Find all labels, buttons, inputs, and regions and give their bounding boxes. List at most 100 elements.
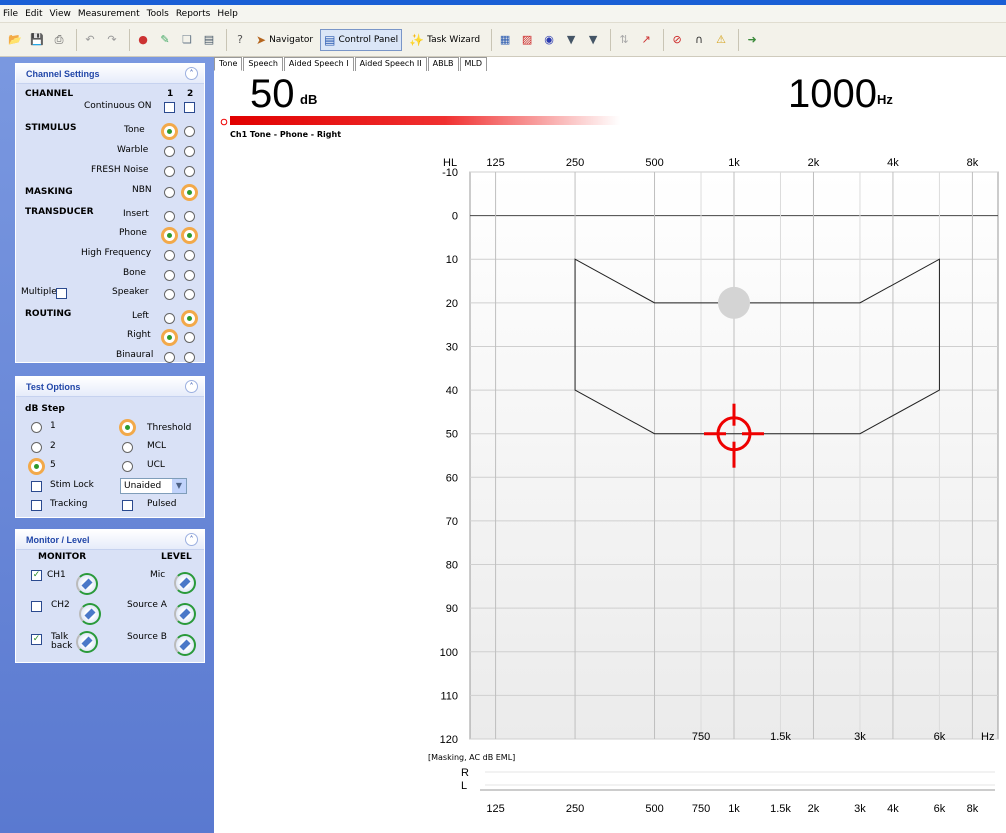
- export-icon[interactable]: ⇅: [619, 33, 629, 46]
- right-ch2-radio[interactable]: [184, 332, 195, 343]
- symbols-dropdown-icon[interactable]: ▼: [566, 33, 576, 46]
- pulsed-label: Pulsed: [147, 499, 177, 509]
- tracking-checkbox[interactable]: [31, 500, 42, 511]
- phone-ch1-radio[interactable]: [164, 230, 175, 241]
- menu-tools[interactable]: Tools: [146, 8, 169, 19]
- tab-mld[interactable]: MLD: [459, 57, 488, 71]
- collapse-icon[interactable]: ˄: [185, 533, 198, 546]
- menu-measurement[interactable]: Measurement: [77, 8, 140, 19]
- aided-select[interactable]: Unaided ▼: [120, 478, 187, 494]
- tick-label-top: 125: [486, 157, 504, 169]
- exit-icon[interactable]: ➜: [747, 33, 757, 46]
- step-5-radio[interactable]: [31, 461, 42, 472]
- masking-rows: RL: [461, 767, 995, 792]
- nbn-ch2-radio[interactable]: [184, 187, 195, 198]
- source-b-level-knob[interactable]: [174, 634, 196, 656]
- pulsed-checkbox[interactable]: [122, 500, 133, 511]
- chevron-down-icon[interactable]: ▼: [172, 479, 186, 493]
- fresh-noise-ch2-radio[interactable]: [184, 166, 195, 177]
- audiogram-chart[interactable]: HL 125 250 500 1k 2k 4k 8k -10 0 10 20 30 40 50 60 70 8…: [425, 150, 1005, 825]
- step-2-radio[interactable]: [31, 442, 42, 453]
- mask-icon[interactable]: ◉: [544, 33, 554, 46]
- warble-ch2-radio[interactable]: [184, 146, 195, 157]
- clear-icon[interactable]: ⚠: [716, 33, 727, 46]
- nbn-ch1-radio[interactable]: [164, 187, 175, 198]
- menu-reports[interactable]: Reports: [175, 8, 211, 19]
- left-ch1-radio[interactable]: [164, 313, 175, 324]
- speaker-ch1-radio[interactable]: [164, 289, 175, 300]
- tick-label-y: 90: [446, 603, 458, 615]
- channel-settings-header[interactable]: Channel Settings ˄: [16, 64, 204, 84]
- ch1-monitor-knob[interactable]: [76, 573, 98, 595]
- speaker-ch2-radio[interactable]: [184, 289, 195, 300]
- tab-tone[interactable]: Tone: [214, 57, 243, 71]
- masking-row-label: L: [461, 780, 467, 792]
- ch2-monitor-checkbox[interactable]: [31, 601, 42, 612]
- copy-session-icon[interactable]: ❏: [182, 33, 192, 46]
- stim-lock-checkbox[interactable]: [31, 481, 42, 492]
- continuous-on-ch2-checkbox[interactable]: [184, 102, 195, 113]
- no-response-icon[interactable]: ⊘: [672, 33, 682, 46]
- undo-icon[interactable]: ↶: [85, 33, 95, 46]
- navigator-button[interactable]: ➤ Navigator: [253, 29, 316, 51]
- talk-back-knob[interactable]: [76, 631, 98, 653]
- continuous-on-ch1-checkbox[interactable]: [164, 102, 175, 113]
- headphones-icon[interactable]: ∩: [695, 33, 704, 46]
- ch2-monitor-knob[interactable]: [79, 603, 101, 625]
- bone-ch2-radio[interactable]: [184, 270, 195, 281]
- tab-speech[interactable]: Speech: [243, 57, 283, 71]
- high-frequency-ch1-radio[interactable]: [164, 250, 175, 261]
- ucl-radio[interactable]: [122, 461, 133, 472]
- test-options-header[interactable]: Test Options ˄: [16, 377, 204, 397]
- menu-edit[interactable]: Edit: [25, 8, 43, 19]
- source-a-level-knob[interactable]: [174, 603, 196, 625]
- step-1-label: 1: [50, 421, 56, 431]
- tick-label-bottom: 6k: [934, 731, 946, 743]
- bone-label: Bone: [123, 268, 146, 278]
- edit-session-icon[interactable]: ✎: [160, 33, 170, 46]
- menu-help[interactable]: Help: [217, 8, 238, 19]
- insert-ch2-radio[interactable]: [184, 211, 195, 222]
- tone-ch1-radio[interactable]: [164, 126, 175, 137]
- collapse-icon[interactable]: ˄: [185, 380, 198, 393]
- talk-back-checkbox[interactable]: ✓: [31, 634, 42, 645]
- warble-ch1-radio[interactable]: [164, 146, 175, 157]
- save-icon[interactable]: 💾: [30, 33, 44, 46]
- combined-view-icon[interactable]: ▨: [521, 33, 533, 46]
- collapse-icon[interactable]: ˄: [185, 67, 198, 80]
- tone-ch2-radio[interactable]: [184, 126, 195, 137]
- multiple-checkbox[interactable]: [56, 288, 67, 299]
- fresh-noise-ch1-radio[interactable]: [164, 166, 175, 177]
- task-wizard-button[interactable]: ✨ Task Wizard: [406, 29, 483, 51]
- help-icon[interactable]: ?: [237, 33, 243, 46]
- tab-aided-speech-i[interactable]: Aided Speech I: [283, 57, 354, 71]
- report-icon[interactable]: ▤: [203, 33, 215, 46]
- binaural-ch2-radio[interactable]: [184, 352, 195, 363]
- step-1-radio[interactable]: [31, 422, 42, 433]
- phone-ch2-radio[interactable]: [184, 230, 195, 241]
- graph-icon[interactable]: ↗: [641, 33, 651, 46]
- tab-aided-speech-ii[interactable]: Aided Speech II: [354, 57, 427, 71]
- audiogram-view-icon[interactable]: ▦: [499, 33, 511, 46]
- menu-file[interactable]: File: [3, 8, 19, 19]
- bone-ch1-radio[interactable]: [164, 270, 175, 281]
- right-ch1-radio[interactable]: [164, 332, 175, 343]
- ch1-monitor-checkbox[interactable]: ✓: [31, 570, 42, 581]
- threshold-radio[interactable]: [122, 422, 133, 433]
- tab-ablb[interactable]: ABLB: [427, 57, 459, 71]
- client-icon[interactable]: ●: [138, 33, 148, 46]
- mic-level-knob[interactable]: [174, 572, 196, 594]
- left-ch2-radio[interactable]: [184, 313, 195, 324]
- high-frequency-ch2-radio[interactable]: [184, 250, 195, 261]
- mcl-radio[interactable]: [122, 442, 133, 453]
- menu-view[interactable]: View: [49, 8, 71, 19]
- binaural-ch1-radio[interactable]: [164, 352, 175, 363]
- open-folder-icon[interactable]: 📂: [8, 33, 22, 46]
- redo-icon[interactable]: ↷: [107, 33, 117, 46]
- transducer-dropdown-icon[interactable]: ▼: [588, 33, 598, 46]
- print-icon[interactable]: ⎙: [54, 32, 64, 46]
- control-panel-button[interactable]: ▤ Control Panel: [320, 28, 403, 51]
- monitor-level-header[interactable]: Monitor / Level ˄: [16, 530, 204, 550]
- tick-label-top: 8k: [967, 157, 979, 169]
- insert-ch1-radio[interactable]: [164, 211, 175, 222]
